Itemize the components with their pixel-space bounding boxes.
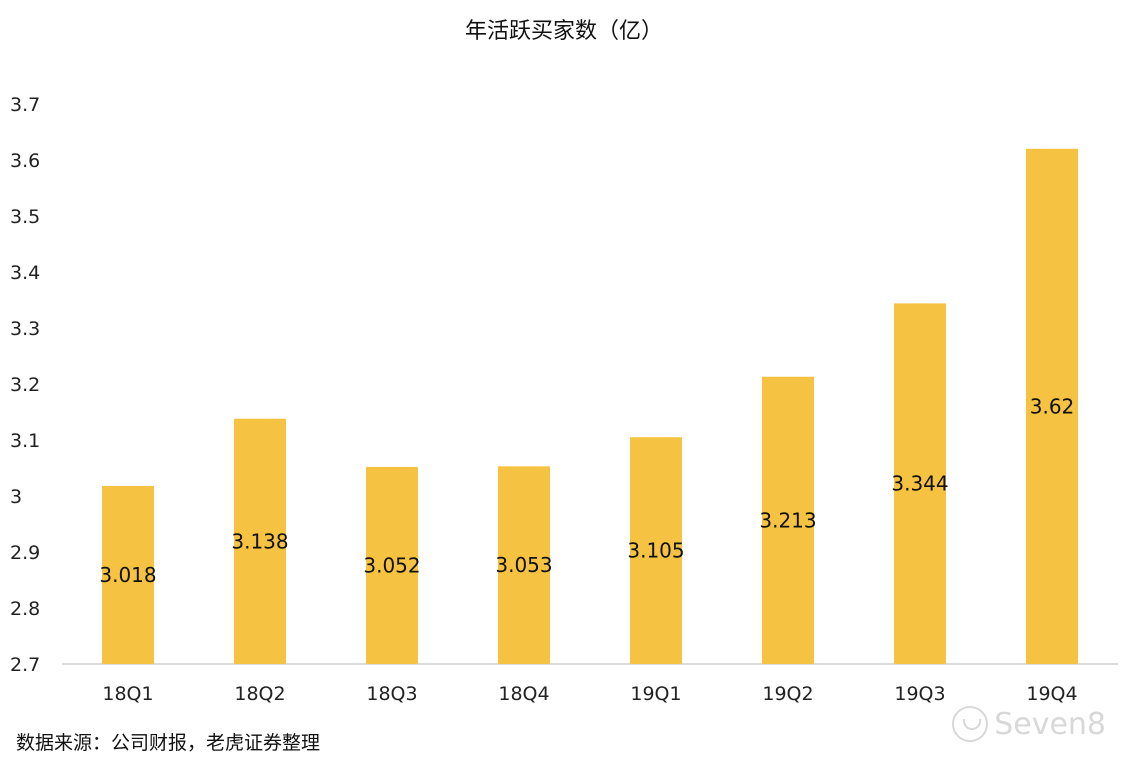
bar bbox=[498, 466, 550, 664]
bar bbox=[894, 303, 946, 664]
y-tick-label: 3.5 bbox=[10, 206, 40, 228]
y-tick-label: 2.9 bbox=[10, 542, 40, 564]
data-label: 3.62 bbox=[1030, 394, 1075, 418]
y-tick-label: 3 bbox=[10, 486, 22, 508]
data-labels: 3.018 3.138 3.052 3.053 3.105 3.213 3.344 3.62 bbox=[99, 394, 1074, 587]
watermark: Seven8 bbox=[952, 706, 1106, 742]
x-tick-label: 19Q4 bbox=[1026, 683, 1077, 705]
y-tick-label: 3.7 bbox=[10, 94, 40, 116]
y-axis: 2.7 2.8 2.9 3 3.1 3.2 3.3 3.4 3.5 3.6 3.7 bbox=[10, 94, 40, 676]
bars bbox=[102, 148, 1078, 665]
data-label: 3.138 bbox=[231, 529, 288, 553]
chart-title: 年活跃买家数（亿） bbox=[465, 19, 663, 44]
x-tick-label: 19Q3 bbox=[894, 683, 945, 705]
bar bbox=[1026, 148, 1078, 665]
y-tick-label: 2.8 bbox=[10, 598, 40, 620]
y-tick-label: 3.6 bbox=[10, 150, 40, 172]
x-tick-label: 18Q2 bbox=[234, 683, 285, 705]
y-tick-label: 3.1 bbox=[10, 430, 40, 452]
bar bbox=[234, 418, 286, 664]
bar bbox=[102, 485, 154, 664]
source-note: 数据来源：公司财报，老虎证券整理 bbox=[16, 732, 321, 754]
x-tick-label: 18Q1 bbox=[102, 683, 153, 705]
bar bbox=[762, 376, 814, 664]
x-tick-label: 18Q3 bbox=[366, 683, 417, 705]
y-tick-label: 3.2 bbox=[10, 374, 40, 396]
x-axis: 18Q1 18Q2 18Q3 18Q4 19Q1 19Q2 19Q3 19Q4 bbox=[102, 683, 1077, 705]
data-label: 3.213 bbox=[759, 508, 816, 532]
bar bbox=[366, 466, 418, 664]
data-label: 3.052 bbox=[363, 553, 420, 577]
watermark-logo-icon bbox=[952, 706, 989, 742]
y-tick-label: 3.3 bbox=[10, 318, 40, 340]
watermark-text: Seven8 bbox=[994, 706, 1106, 742]
x-tick-label: 18Q4 bbox=[498, 683, 549, 705]
data-label: 3.053 bbox=[495, 553, 552, 577]
y-tick-label: 3.4 bbox=[10, 262, 40, 284]
data-label: 3.105 bbox=[627, 539, 684, 563]
data-label: 3.344 bbox=[891, 472, 948, 496]
y-tick-label: 2.7 bbox=[10, 654, 40, 676]
data-label: 3.018 bbox=[99, 563, 156, 587]
bar bbox=[630, 437, 682, 664]
x-tick-label: 19Q1 bbox=[630, 683, 681, 705]
x-tick-label: 19Q2 bbox=[762, 683, 813, 705]
